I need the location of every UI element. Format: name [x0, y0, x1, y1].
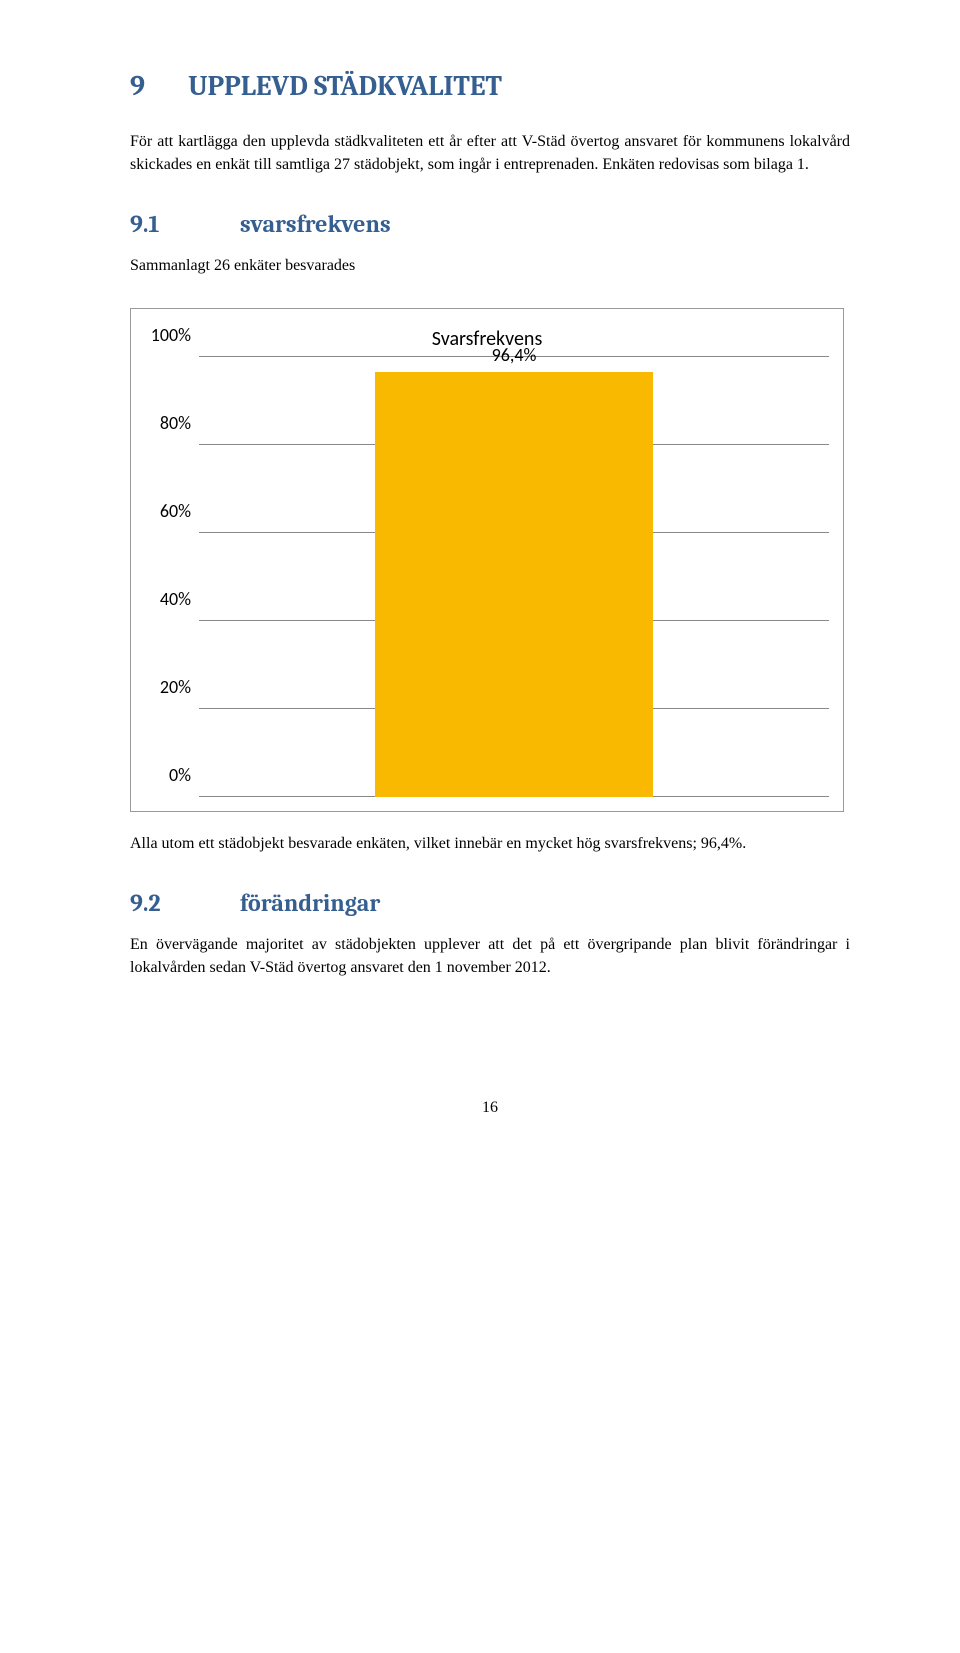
section-title-text: UPPLEVD STÄDKVALITET	[188, 70, 502, 102]
chart-ytick: 80%	[141, 412, 191, 434]
subsection-9-1-heading: 9.1svarsfrekvens	[130, 210, 850, 238]
chart-bar: 96,4%	[375, 372, 652, 796]
subsection-9-2-number: 9.2	[130, 889, 240, 917]
chart-bar-label: 96,4%	[375, 344, 652, 366]
chart-ytick: 100%	[141, 324, 191, 346]
document-page: 9 UPPLEVD STÄDKVALITET För att kartlägga…	[0, 0, 960, 1187]
page-number: 16	[130, 1099, 850, 1117]
section-heading: 9 UPPLEVD STÄDKVALITET	[130, 70, 850, 102]
chart-ytick: 60%	[141, 500, 191, 522]
chart-note: Alla utom ett städobjekt besvarade enkät…	[130, 832, 850, 855]
chart-plot-area: 0%20%40%60%80%100%96,4%	[199, 357, 829, 797]
chart-container: Svarsfrekvens 0%20%40%60%80%100%96,4%	[130, 308, 844, 812]
section-number: 9	[130, 70, 145, 102]
subsection-9-2-title: förändringar	[240, 889, 380, 917]
chart-plot-inner: 0%20%40%60%80%100%96,4%	[199, 357, 829, 797]
chart-ytick: 40%	[141, 588, 191, 610]
subsection-9-2-text: En övervägande majoritet av städobjekten…	[130, 933, 850, 979]
section-intro: För att kartlägga den upplevda städkvali…	[130, 130, 850, 176]
chart-ytick: 20%	[141, 676, 191, 698]
subsection-9-1-text: Sammanlagt 26 enkäter besvarades	[130, 254, 850, 277]
chart-ytick: 0%	[141, 764, 191, 786]
subsection-9-2-heading: 9.2förändringar	[130, 889, 850, 917]
subsection-9-1-number: 9.1	[130, 210, 240, 238]
subsection-9-1-title: svarsfrekvens	[240, 210, 391, 238]
